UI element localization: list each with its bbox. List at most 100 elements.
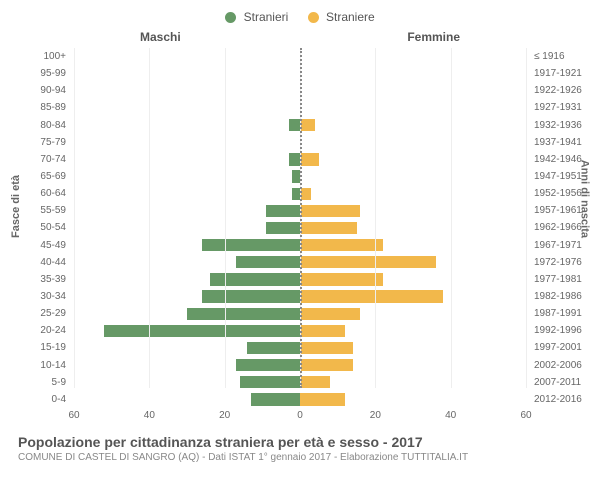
age-band-label: 40-44 (18, 254, 70, 271)
male-bar (240, 376, 300, 388)
yaxis-right: ≤ 19161917-19211922-19261927-19311932-19… (530, 48, 582, 408)
age-band-label: 90-94 (18, 82, 70, 99)
chart-subtitle: COMUNE DI CASTEL DI SANGRO (AQ) - Dati I… (18, 452, 582, 463)
female-bar (300, 153, 319, 165)
birth-band-label: 1917-1921 (530, 65, 582, 82)
xaxis-tick: 60 (68, 410, 79, 421)
xaxis-tick: 20 (219, 410, 230, 421)
column-header-male: Maschi (140, 30, 181, 44)
birth-band-label: 1987-1991 (530, 305, 582, 322)
birth-band-label: 1992-1996 (530, 322, 582, 339)
age-band-label: 20-24 (18, 322, 70, 339)
age-band-label: 10-14 (18, 357, 70, 374)
age-band-label: 35-39 (18, 271, 70, 288)
male-swatch (225, 12, 236, 23)
male-bar (210, 273, 300, 285)
age-band-label: 0-4 (18, 391, 70, 408)
birth-band-label: 1947-1951 (530, 168, 582, 185)
xaxis-tick: 60 (520, 410, 531, 421)
female-bar (300, 222, 357, 234)
xaxis-tick: 20 (370, 410, 381, 421)
legend-item-male: Stranieri (225, 10, 288, 24)
female-bar (300, 393, 345, 405)
legend-item-female: Straniere (308, 10, 375, 24)
xaxis-tick: 40 (144, 410, 155, 421)
age-band-label: 85-89 (18, 99, 70, 116)
female-bar (300, 273, 383, 285)
birth-band-label: 1982-1986 (530, 288, 582, 305)
female-bar (300, 308, 360, 320)
grid-line (526, 48, 527, 388)
age-band-label: 100+ (18, 48, 70, 65)
age-band-label: 75-79 (18, 134, 70, 151)
legend-label-female: Straniere (326, 10, 375, 24)
birth-band-label: 1927-1931 (530, 99, 582, 116)
female-bar (300, 342, 353, 354)
age-band-label: 80-84 (18, 117, 70, 134)
age-band-label: 5-9 (18, 374, 70, 391)
male-bar (202, 239, 300, 251)
center-line (300, 48, 302, 388)
female-bar (300, 359, 353, 371)
xaxis-tick: 0 (297, 410, 303, 421)
female-bar (300, 290, 443, 302)
male-bar (292, 170, 300, 182)
birth-band-label: ≤ 1916 (530, 48, 582, 65)
age-band-label: 45-49 (18, 237, 70, 254)
birth-band-label: 2012-2016 (530, 391, 582, 408)
age-band-label: 60-64 (18, 185, 70, 202)
grid-line (225, 48, 226, 388)
grid-line (375, 48, 376, 388)
age-band-label: 65-69 (18, 168, 70, 185)
legend-label-male: Stranieri (244, 10, 289, 24)
birth-band-label: 1972-1976 (530, 254, 582, 271)
male-bar (289, 119, 300, 131)
column-header-female: Femmine (407, 30, 460, 44)
male-bar (266, 205, 300, 217)
male-bar (104, 325, 300, 337)
grid-line (149, 48, 150, 388)
age-band-label: 70-74 (18, 151, 70, 168)
chart-title: Popolazione per cittadinanza straniera p… (18, 434, 582, 450)
bars-container (74, 48, 526, 408)
birth-band-label: 1962-1966 (530, 219, 582, 236)
male-bar (289, 153, 300, 165)
birth-band-label: 1922-1926 (530, 82, 582, 99)
birth-band-label: 1997-2001 (530, 339, 582, 356)
female-bar (300, 205, 360, 217)
male-bar (202, 290, 300, 302)
birth-band-label: 1977-1981 (530, 271, 582, 288)
birth-band-label: 1952-1956 (530, 185, 582, 202)
birth-band-label: 2002-2006 (530, 357, 582, 374)
age-band-label: 55-59 (18, 202, 70, 219)
female-bar (300, 239, 383, 251)
xaxis: 6040200204060 (74, 408, 526, 428)
grid-line (74, 48, 75, 388)
birth-band-label: 1957-1961 (530, 202, 582, 219)
female-bar (300, 256, 436, 268)
male-bar (266, 222, 300, 234)
male-bar (292, 188, 300, 200)
chart-footer: Popolazione per cittadinanza straniera p… (18, 434, 582, 463)
pyramid-chart: Stranieri Straniere Maschi Femmine Fasce… (0, 0, 600, 500)
birth-band-label: 1967-1971 (530, 237, 582, 254)
age-band-label: 95-99 (18, 65, 70, 82)
grid-line (451, 48, 452, 388)
pyramid-row (74, 391, 526, 408)
age-band-label: 15-19 (18, 339, 70, 356)
xaxis-tick: 40 (445, 410, 456, 421)
male-bar (187, 308, 300, 320)
male-bar (251, 393, 300, 405)
female-bar (300, 119, 315, 131)
birth-band-label: 1937-1941 (530, 134, 582, 151)
age-band-label: 50-54 (18, 219, 70, 236)
birth-band-label: 1942-1946 (530, 151, 582, 168)
age-band-label: 25-29 (18, 305, 70, 322)
birth-band-label: 1932-1936 (530, 117, 582, 134)
age-band-label: 30-34 (18, 288, 70, 305)
female-swatch (308, 12, 319, 23)
female-bar (300, 376, 330, 388)
plot-area: Fasce di età Anni di nascita 100+95-9990… (18, 48, 582, 428)
male-bar (236, 256, 300, 268)
female-bar (300, 325, 345, 337)
